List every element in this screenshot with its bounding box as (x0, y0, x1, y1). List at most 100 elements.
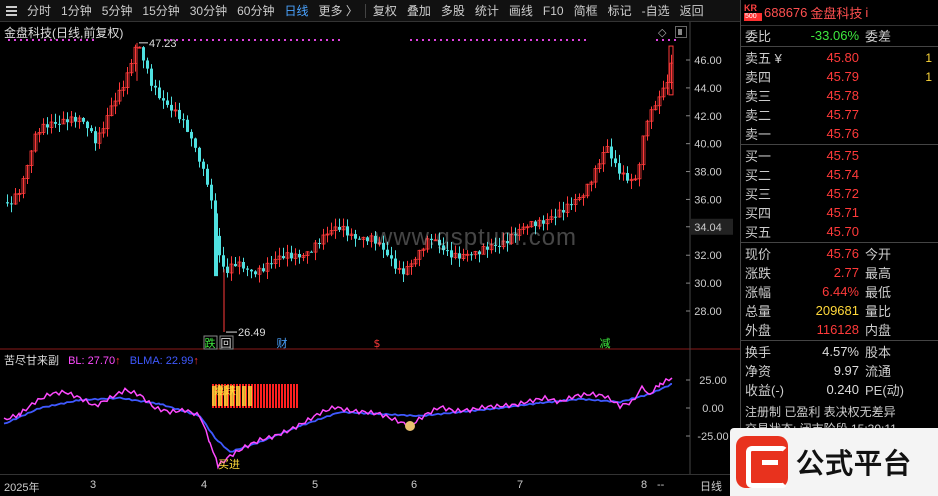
candle-body (489, 244, 494, 251)
signal-bar (260, 384, 262, 408)
signal-dot (170, 39, 172, 41)
candle-body (49, 121, 54, 128)
tool-draw[interactable]: 画线 (508, 3, 533, 18)
quote-row: 卖二 45.77 (741, 105, 938, 124)
signal-dot (482, 39, 484, 41)
tool-back[interactable]: 返回 (679, 3, 704, 18)
candle-body (421, 248, 426, 251)
signal-bar (275, 384, 277, 408)
candle-body (446, 250, 449, 252)
period-15min[interactable]: 15分钟 (142, 3, 180, 18)
tool-fuquan[interactable]: 复权 (372, 3, 397, 18)
signal-dot (422, 39, 424, 41)
candle-body (101, 128, 106, 134)
candle-body (349, 233, 354, 236)
signal-dot (440, 39, 442, 41)
quote-row-label: 外盘 (745, 323, 772, 338)
candle-body (206, 168, 209, 185)
tool-watchlist[interactable]: -自选 (641, 3, 670, 18)
candle-body (633, 178, 638, 181)
blma-line (3, 382, 673, 453)
price-label: 42.00 (694, 111, 722, 123)
candle-body (501, 240, 506, 248)
tool-mark[interactable]: 标记 (607, 3, 632, 18)
candle-body (10, 203, 13, 205)
quote-row-label: 卖四 (745, 70, 772, 85)
quote-row-value: 45.75 (826, 148, 859, 163)
signal-dot (530, 39, 532, 41)
period-30min[interactable]: 30分钟 (189, 3, 228, 18)
signal-bar (287, 384, 289, 408)
signal-dot (206, 39, 208, 41)
candle-body (333, 226, 338, 231)
candle-body (542, 220, 545, 224)
candle-body (214, 213, 218, 277)
quote-row-value: 2.77 (833, 265, 859, 280)
info-icon[interactable]: i (865, 5, 869, 20)
candle-body (597, 163, 602, 169)
collapse-panel-icon[interactable] (675, 26, 687, 38)
candle-body (90, 128, 93, 132)
tool-multi[interactable]: 多股 (440, 3, 465, 18)
signal-dot (464, 39, 466, 41)
candle-body (509, 233, 514, 244)
quote-row-value: 45.70 (826, 224, 859, 239)
signal-bar (278, 384, 280, 408)
quote-row: 涨幅 6.44% 最低 (741, 282, 938, 301)
tool-overlay[interactable]: 叠加 (406, 3, 431, 18)
signal-dot (554, 39, 556, 41)
signal-dot (434, 39, 436, 41)
candle-body (77, 117, 82, 123)
candle-body (661, 87, 666, 98)
period-daily[interactable]: 日线 (284, 3, 309, 18)
stock-name[interactable]: 金盘科技 (810, 6, 863, 21)
kr-badge: KR 500 (744, 3, 762, 23)
period-60min[interactable]: 60分钟 (237, 3, 275, 18)
candle-body (409, 263, 414, 267)
candle-body (486, 246, 489, 250)
tool-f10[interactable]: F10 (542, 3, 564, 18)
promo-text: 公式平台 (796, 448, 913, 479)
period-1min[interactable]: 1分钟 (61, 3, 92, 18)
quote-row-volume: 1 (925, 69, 932, 84)
signal-bar (257, 384, 259, 408)
signal-dot (290, 39, 292, 41)
signal-bar (224, 386, 228, 406)
period-fenshi[interactable]: 分时 (27, 3, 52, 18)
quote-row-label2: 今开 (865, 247, 892, 262)
candle-body (242, 262, 245, 269)
candle-body (573, 199, 578, 205)
signal-bar (230, 386, 234, 406)
candle-body (346, 226, 349, 236)
price-label: 40.00 (694, 139, 722, 151)
platform-logo-icon (736, 436, 788, 488)
signal-bar (284, 384, 286, 408)
tool-stats[interactable]: 统计 (474, 3, 499, 18)
candle-body (6, 202, 9, 204)
signal-dot (332, 39, 334, 41)
signal-dot (20, 39, 22, 41)
signal-dot (476, 39, 478, 41)
money-bag-icon (405, 421, 415, 431)
signal-dot (548, 39, 550, 41)
candle-body (33, 133, 38, 152)
quote-row-value: 4.57% (822, 344, 859, 359)
kline-chart[interactable]: 46.00 44.00 42.00 40.00 38.00 36.00 34.04 32.00… (0, 22, 740, 474)
tool-simple[interactable]: 简框 (573, 3, 598, 18)
period-more[interactable]: 更多 〉 (318, 3, 358, 18)
candle-body (265, 262, 270, 272)
menu-icon[interactable] (0, 0, 22, 22)
period-5min[interactable]: 5分钟 (101, 3, 133, 18)
candle-body (313, 242, 318, 253)
candle-body (581, 195, 586, 198)
indicator-axis-label: -25.00 (697, 431, 728, 443)
candle-body (158, 87, 161, 99)
diamond-icon[interactable]: ◇ (658, 27, 667, 39)
promo-banner[interactable]: 公式平台 (730, 428, 938, 496)
low-price-label: 26.49 (238, 327, 266, 339)
candle-body (218, 235, 221, 256)
signal-bar (236, 386, 240, 406)
badge-top: KR (744, 2, 757, 13)
quote-row-label: 买三 (745, 187, 772, 202)
signal-dot (308, 39, 310, 41)
